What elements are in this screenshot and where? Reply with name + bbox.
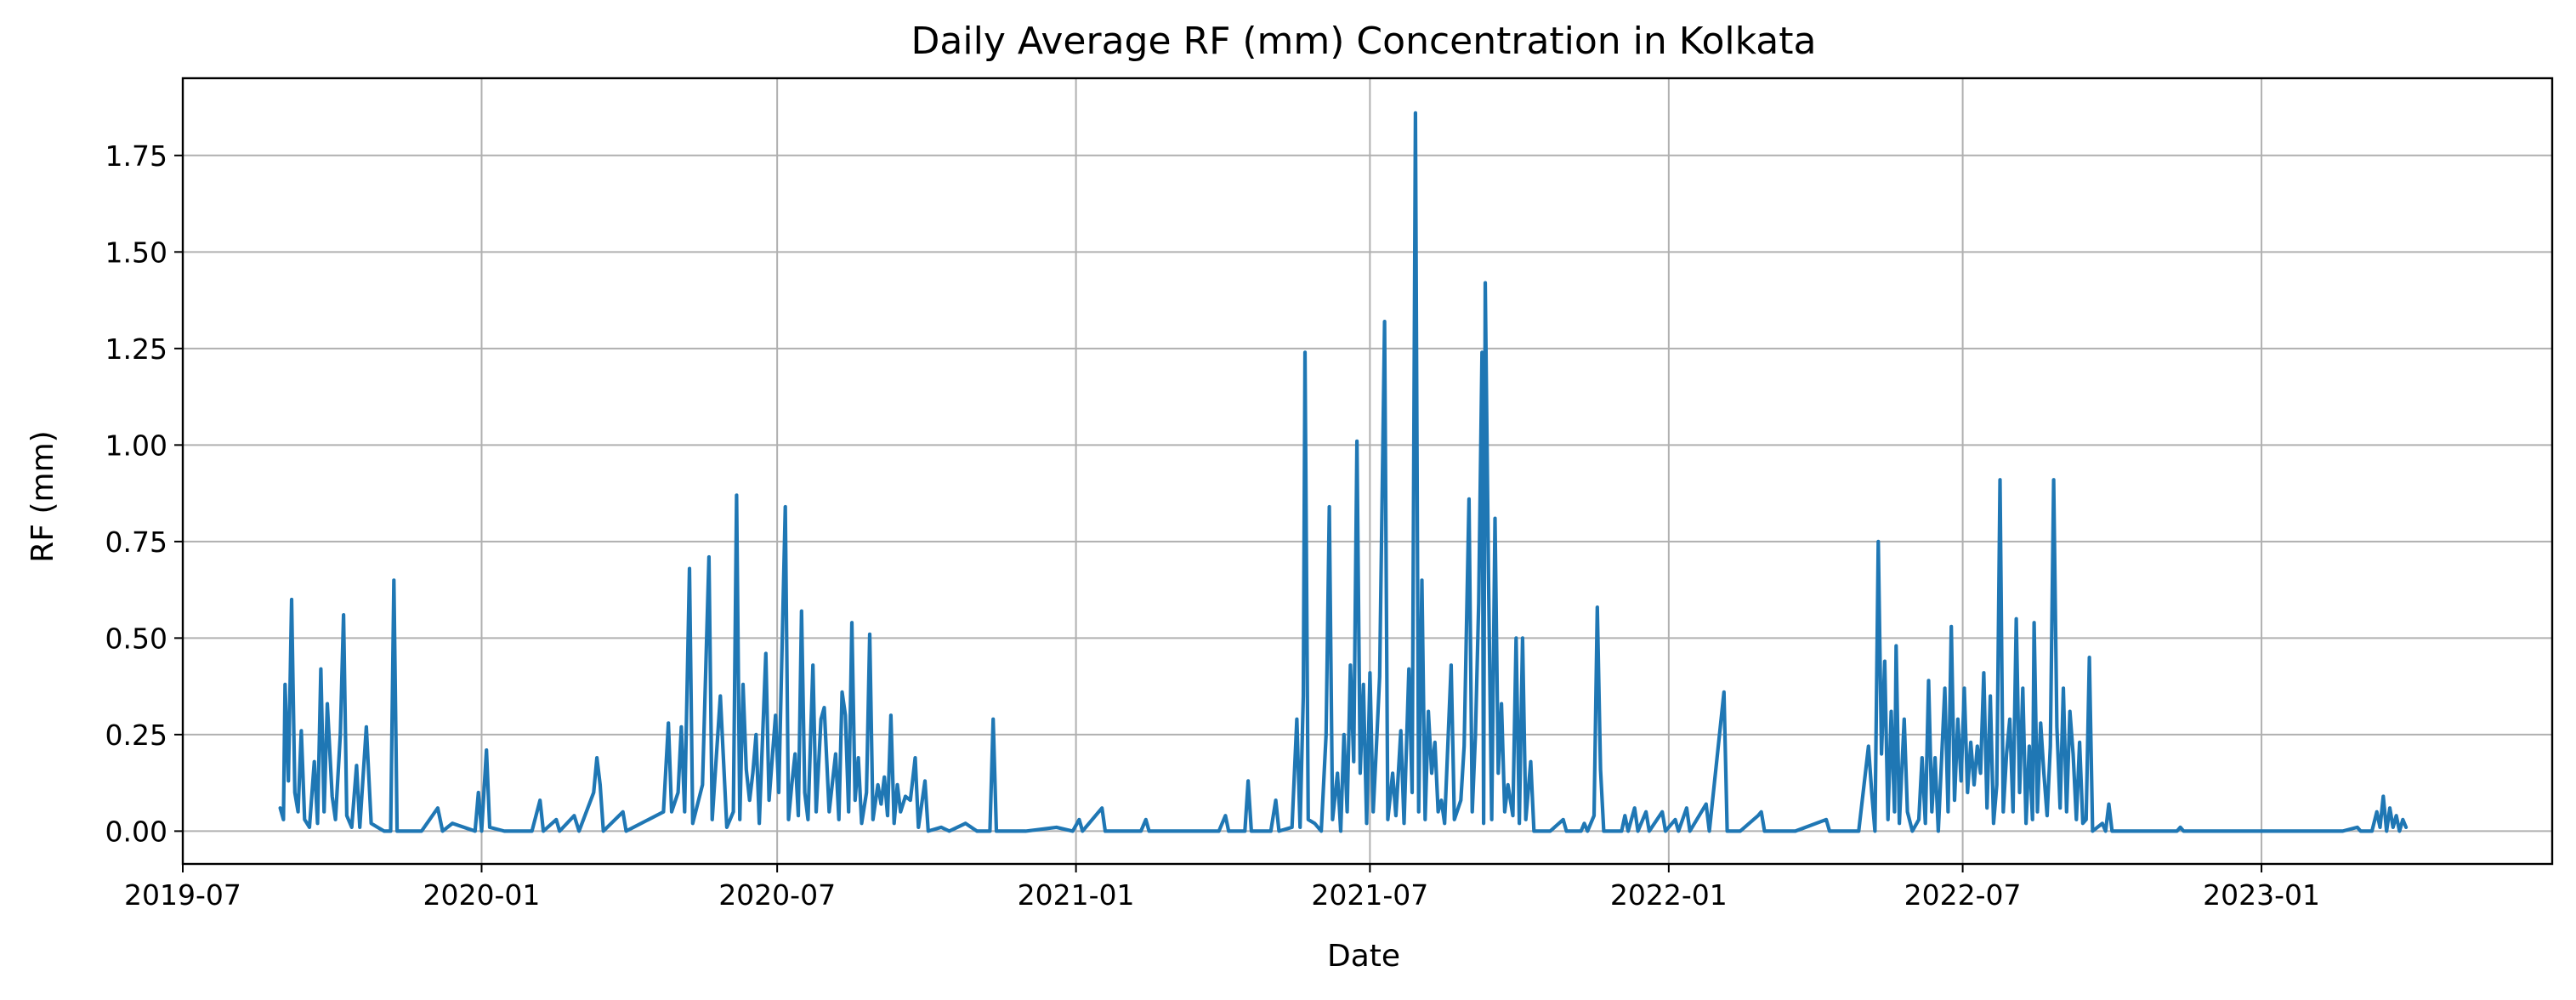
y-tick-label: 1.00: [105, 429, 167, 462]
rf-series-line: [278, 111, 2409, 833]
plot-area-frame: [181, 77, 2554, 866]
x-tick-label: 2023-01: [2203, 878, 2320, 912]
y-axis-label: RF (mm): [26, 430, 60, 562]
x-tick-label: 2021-07: [1311, 878, 1428, 912]
x-tick-label: 2022-01: [1610, 878, 1728, 912]
grid-lines: [182, 78, 2552, 864]
x-tick-label: 2022-07: [1904, 878, 2022, 912]
y-tick-label: 1.50: [105, 236, 167, 269]
x-tick-label: 2020-01: [423, 878, 541, 912]
x-tick-label: 2019-07: [124, 878, 241, 912]
x-axis-label: Date: [1327, 939, 1400, 974]
y-axis-ticks: 0.00 0.25 0.50 0.75 1.00 1.25 1.50 1.75: [105, 139, 183, 848]
y-tick-label: 0.50: [105, 622, 167, 655]
x-axis-ticks: 2019-07 2020-01 2020-07 2021-01 2021-07 2022-…: [124, 864, 2320, 912]
chart-title: Daily Average RF (mm) Concentration in K…: [911, 20, 1817, 63]
series-layer: [278, 111, 2409, 833]
y-tick-label: 1.75: [105, 139, 167, 173]
x-tick-label: 2020-07: [718, 878, 836, 912]
y-tick-label: 0.25: [105, 719, 167, 752]
y-tick-label: 1.25: [105, 332, 167, 366]
y-tick-label: 0.75: [105, 526, 167, 559]
x-tick-label: 2021-01: [1018, 878, 1135, 912]
y-tick-label: 0.00: [105, 815, 167, 848]
